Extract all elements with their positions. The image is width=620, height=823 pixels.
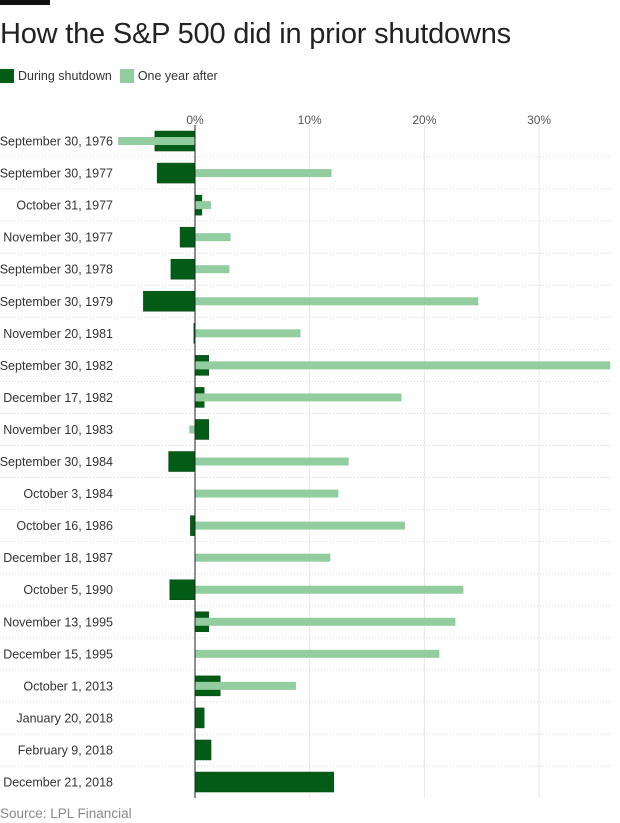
legend-item-during: During shutdown: [0, 69, 112, 83]
legend-label-after: One year after: [137, 69, 218, 83]
bar-during-shutdown: [190, 515, 196, 536]
bar-one-year-after: [195, 617, 456, 626]
source-note: Source: LPL Financial: [0, 806, 132, 821]
category-label: September 30, 1979: [0, 295, 113, 309]
category-label: January 20, 2018: [16, 711, 113, 725]
bar-during-shutdown: [194, 707, 205, 729]
bar-during-shutdown: [194, 739, 212, 761]
chart-title: How the S&P 500 did in prior shutdowns: [0, 18, 511, 50]
x-tick-label: 30%: [527, 113, 551, 127]
category-label: September 30, 1984: [0, 455, 113, 469]
category-label: October 5, 1990: [23, 583, 113, 597]
bar-during-shutdown: [194, 419, 210, 440]
category-label: October 16, 1986: [16, 519, 113, 533]
category-label: December 15, 1995: [3, 647, 113, 661]
bar-one-year-after: [189, 425, 195, 434]
category-label: September 30, 1978: [0, 263, 113, 277]
category-label: October 31, 1977: [16, 199, 113, 213]
category-label: September 30, 1977: [0, 167, 113, 181]
category-label: February 9, 2018: [18, 743, 113, 757]
bar-one-year-after: [195, 457, 349, 466]
brand-bar: [0, 0, 50, 5]
bar-one-year-after: [195, 361, 611, 370]
bar-one-year-after: [195, 553, 331, 562]
bar-one-year-after: [195, 393, 402, 402]
legend-item-after: One year after: [119, 69, 218, 83]
bar-one-year-after: [195, 169, 332, 178]
bar-one-year-after: [195, 681, 296, 690]
category-label: October 1, 2013: [23, 679, 113, 693]
bar-during-shutdown: [179, 226, 196, 248]
category-label: November 13, 1995: [3, 615, 113, 629]
category-label: October 3, 1984: [23, 487, 113, 501]
category-label: November 10, 1983: [3, 423, 113, 437]
category-label: November 20, 1981: [3, 327, 113, 341]
bar-one-year-after: [118, 137, 195, 146]
x-tick-label: 0%: [186, 113, 204, 127]
bar-one-year-after: [195, 649, 440, 658]
category-label: December 18, 1987: [3, 551, 113, 565]
bar-during-shutdown: [194, 771, 335, 793]
bar-one-year-after: [195, 265, 230, 274]
bar-one-year-after: [195, 585, 464, 594]
bar-one-year-after: [195, 521, 405, 530]
bar-one-year-after: [195, 297, 479, 306]
bar-during-shutdown: [143, 291, 196, 312]
bar-one-year-after: [195, 329, 301, 338]
category-label: September 30, 1982: [0, 359, 113, 373]
legend-swatch-after: [119, 69, 134, 83]
legend-label-during: During shutdown: [18, 69, 112, 83]
bar-during-shutdown: [168, 451, 196, 472]
x-tick-label: 10%: [298, 113, 322, 127]
category-label: November 30, 1977: [3, 231, 113, 245]
category-label: December 21, 2018: [3, 776, 113, 790]
x-tick-label: 20%: [412, 113, 436, 127]
bar-during-shutdown: [169, 579, 196, 600]
bar-during-shutdown: [156, 162, 196, 184]
bar-one-year-after: [195, 201, 212, 210]
bar-during-shutdown: [170, 258, 196, 280]
legend: During shutdown One year after: [0, 69, 226, 83]
bar-one-year-after: [195, 489, 339, 498]
category-label: December 17, 1982: [3, 391, 113, 405]
category-label: September 30, 1976: [0, 135, 113, 149]
bar-one-year-after: [195, 233, 231, 242]
legend-swatch-during: [0, 69, 14, 83]
